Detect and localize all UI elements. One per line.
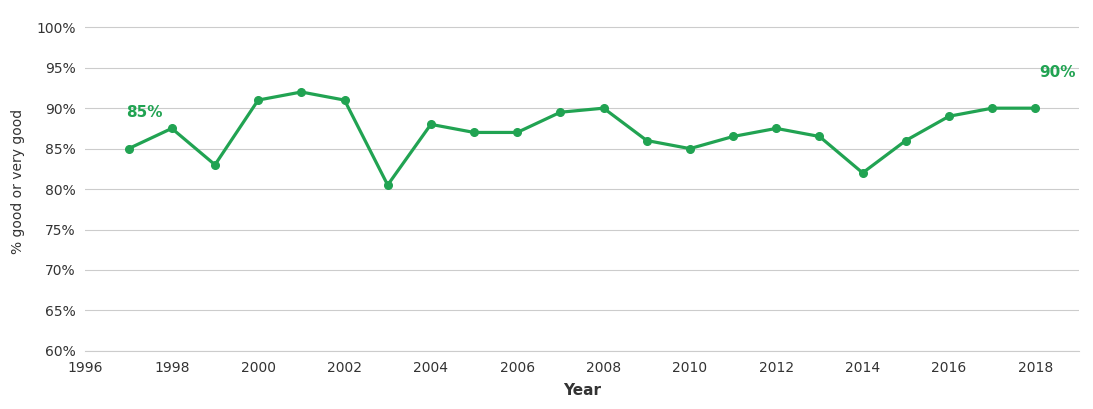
Text: 85%: 85% bbox=[127, 105, 163, 120]
Y-axis label: % good or very good: % good or very good bbox=[11, 108, 25, 254]
Text: 90%: 90% bbox=[1039, 65, 1077, 80]
X-axis label: Year: Year bbox=[563, 383, 601, 398]
